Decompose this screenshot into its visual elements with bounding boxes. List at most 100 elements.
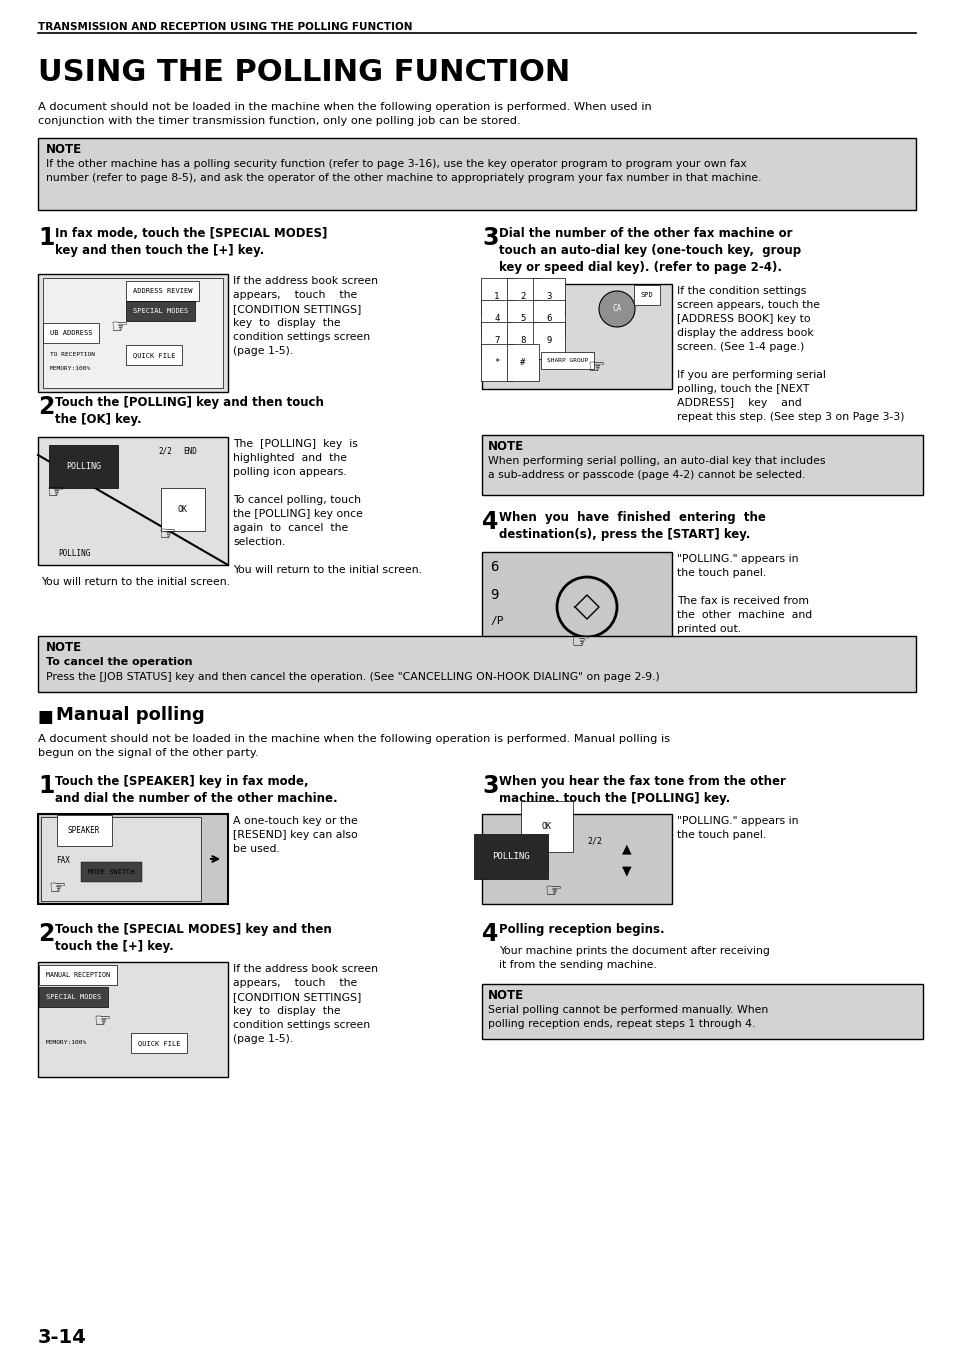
Text: NOTE: NOTE: [46, 640, 82, 654]
Bar: [38, 815, 228, 904]
Text: /P: /P: [490, 616, 503, 626]
Text: ADDRESS REVIEW: ADDRESS REVIEW: [132, 288, 193, 295]
Text: 2: 2: [519, 292, 525, 301]
Text: 7: 7: [494, 336, 499, 345]
Text: Your machine prints the document after receiving
it from the sending machine.: Your machine prints the document after r…: [498, 946, 769, 970]
Text: "POLLING." appears in
the touch panel.

The fax is received from
the  other  mac: "POLLING." appears in the touch panel. T…: [677, 554, 811, 634]
Text: *: *: [494, 358, 499, 367]
Text: 1: 1: [38, 774, 54, 798]
Text: ▼: ▼: [621, 865, 631, 877]
Text: MODE SWITCH: MODE SWITCH: [88, 869, 134, 875]
Text: 8: 8: [519, 336, 525, 345]
Text: SPEAKER: SPEAKER: [68, 825, 100, 835]
Text: In fax mode, touch the [SPECIAL MODES]
key and then touch the [+] key.: In fax mode, touch the [SPECIAL MODES] k…: [55, 227, 327, 257]
Text: MANUAL RECEPTION: MANUAL RECEPTION: [46, 971, 110, 978]
Text: 1: 1: [494, 292, 499, 301]
Bar: [38, 138, 915, 209]
Text: Polling reception begins.: Polling reception begins.: [498, 923, 664, 936]
Text: NOTE: NOTE: [46, 143, 82, 155]
Text: 2/2: 2/2: [586, 836, 601, 844]
Text: ☞: ☞: [110, 317, 128, 336]
Text: A document should not be loaded in the machine when the following operation is p: A document should not be loaded in the m…: [38, 734, 669, 758]
Text: A one-touch key or the
[RESEND] key can also
be used.: A one-touch key or the [RESEND] key can …: [233, 816, 357, 854]
Text: SPECIAL MODES: SPECIAL MODES: [46, 994, 101, 1000]
Text: Press the [JOB STATUS] key and then cancel the operation. (See "CANCELLING ON-HO: Press the [JOB STATUS] key and then canc…: [46, 671, 659, 682]
Text: MEMORY:100%: MEMORY:100%: [46, 1040, 87, 1046]
Text: ☞: ☞: [158, 526, 175, 544]
Text: END: END: [183, 447, 196, 457]
Text: If the other machine has a polling security function (refer to page 3-16), use t: If the other machine has a polling secur…: [46, 159, 760, 182]
Text: If the address book screen
appears,    touch    the
[CONDITION SETTINGS]
key  to: If the address book screen appears, touc…: [233, 965, 377, 1044]
Text: OK: OK: [541, 821, 552, 831]
Text: POLLING: POLLING: [58, 549, 91, 558]
Text: #: #: [519, 358, 525, 367]
Text: SPD: SPD: [640, 292, 653, 299]
Text: When  you  have  finished  entering  the
destination(s), press the [START] key.: When you have finished entering the dest…: [498, 511, 765, 540]
Text: To cancel the operation: To cancel the operation: [46, 657, 193, 667]
Text: Touch the [SPECIAL MODES] key and then
touch the [+] key.: Touch the [SPECIAL MODES] key and then t…: [55, 923, 332, 952]
Text: NOTE: NOTE: [488, 440, 523, 453]
Text: When you hear the fax tone from the other
machine, touch the [POLLING] key.: When you hear the fax tone from the othe…: [498, 775, 785, 805]
Text: 2/2: 2/2: [158, 447, 172, 457]
Text: ☞: ☞: [92, 1012, 111, 1031]
Text: 6: 6: [546, 313, 551, 323]
Text: ☞: ☞: [46, 484, 64, 503]
Text: ▲: ▲: [621, 842, 631, 855]
Text: Manual polling: Manual polling: [56, 707, 205, 724]
Text: 4: 4: [481, 509, 497, 534]
Bar: [38, 274, 228, 392]
Text: "POLLING." appears in
the touch panel.: "POLLING." appears in the touch panel.: [677, 816, 798, 840]
Text: ☞: ☞: [48, 880, 66, 898]
Text: 2: 2: [38, 394, 54, 419]
Text: Dial the number of the other fax machine or
touch an auto-dial key (one-touch ke: Dial the number of the other fax machine…: [498, 227, 801, 274]
Text: CA: CA: [612, 304, 621, 313]
Text: ☞: ☞: [586, 358, 604, 377]
Text: 3-14: 3-14: [38, 1328, 87, 1347]
Text: 1: 1: [38, 226, 54, 250]
Text: The  [POLLING]  key  is
highlighted  and  the
polling icon appears.

To cancel p: The [POLLING] key is highlighted and the…: [233, 439, 421, 576]
Text: A document should not be loaded in the machine when the following operation is p: A document should not be loaded in the m…: [38, 101, 651, 126]
Bar: [38, 636, 915, 692]
Text: You will return to the initial screen.: You will return to the initial screen.: [41, 577, 230, 586]
Text: 3: 3: [546, 292, 551, 301]
Bar: [481, 435, 923, 494]
Text: FAX: FAX: [56, 857, 70, 865]
Text: 9: 9: [546, 336, 551, 345]
Text: Serial polling cannot be performed manually. When
polling reception ends, repeat: Serial polling cannot be performed manua…: [488, 1005, 767, 1029]
Text: Touch the [POLLING] key and then touch
the [OK] key.: Touch the [POLLING] key and then touch t…: [55, 396, 323, 426]
Text: 6: 6: [490, 561, 497, 574]
Text: QUICK FILE: QUICK FILE: [132, 353, 175, 358]
Text: OK: OK: [178, 505, 188, 513]
Bar: [43, 278, 223, 388]
Text: ■: ■: [38, 708, 53, 725]
Text: SHARP GROUP: SHARP GROUP: [546, 358, 588, 363]
Text: When performing serial polling, an auto-dial key that includes
a sub-address or : When performing serial polling, an auto-…: [488, 457, 824, 480]
Text: 3: 3: [481, 774, 498, 798]
Text: ☞: ☞: [543, 882, 561, 901]
Text: NOTE: NOTE: [488, 989, 523, 1002]
Text: 4: 4: [481, 921, 497, 946]
Text: POLLING: POLLING: [492, 852, 529, 861]
Text: UB ADDRESS: UB ADDRESS: [50, 330, 92, 336]
Circle shape: [598, 290, 635, 327]
Text: If the condition settings
screen appears, touch the
[ADDRESS BOOK] key to
displa: If the condition settings screen appears…: [677, 286, 903, 422]
Text: 3: 3: [481, 226, 498, 250]
Text: SPECIAL MODES: SPECIAL MODES: [132, 308, 188, 313]
Text: ☞: ☞: [569, 632, 589, 653]
Text: USING THE POLLING FUNCTION: USING THE POLLING FUNCTION: [38, 58, 570, 86]
Text: 9: 9: [490, 588, 497, 603]
Bar: [38, 962, 228, 1077]
Text: If the address book screen
appears,    touch    the
[CONDITION SETTINGS]
key  to: If the address book screen appears, touc…: [233, 276, 377, 357]
Bar: [481, 553, 671, 653]
Text: POLLING: POLLING: [66, 462, 101, 471]
Text: Touch the [SPEAKER] key in fax mode,
and dial the number of the other machine.: Touch the [SPEAKER] key in fax mode, and…: [55, 775, 337, 805]
Bar: [38, 436, 228, 565]
Bar: [481, 284, 671, 389]
Text: MEMORY:100%: MEMORY:100%: [50, 366, 91, 372]
Bar: [481, 815, 671, 904]
Text: 5: 5: [519, 313, 525, 323]
Text: 4: 4: [494, 313, 499, 323]
Text: QUICK FILE: QUICK FILE: [138, 1040, 180, 1046]
Text: 2: 2: [38, 921, 54, 946]
Bar: [481, 984, 923, 1039]
